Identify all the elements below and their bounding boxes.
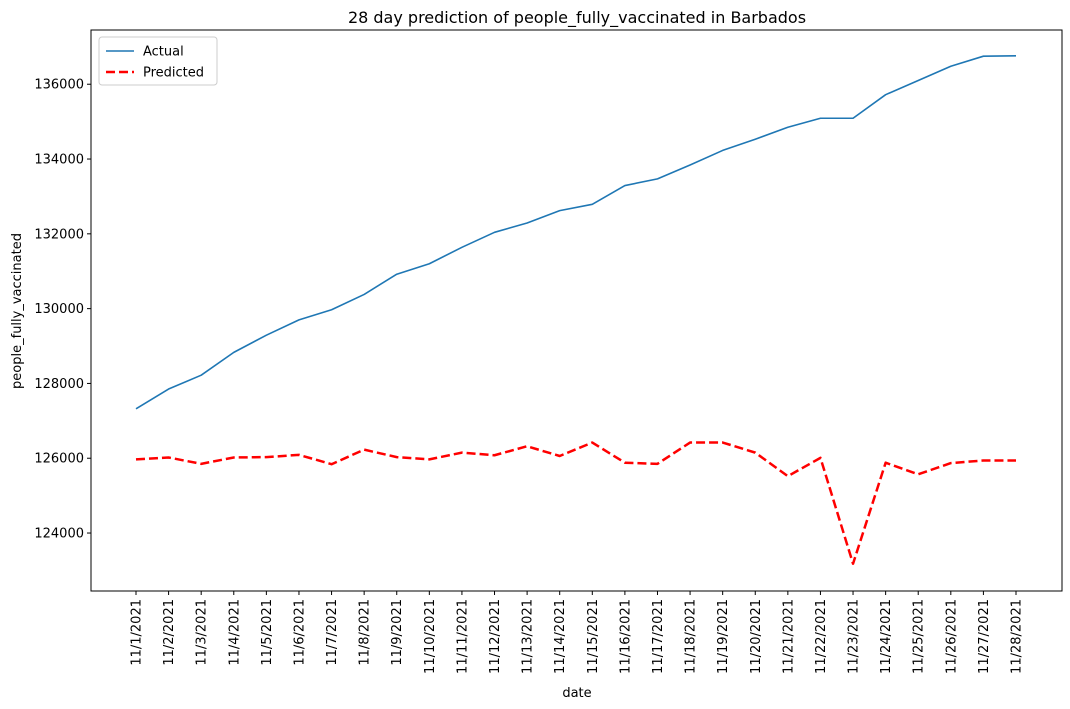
x-tick-label: 11/18/2021 [684, 599, 699, 674]
x-tick-label: 11/23/2021 [847, 599, 862, 674]
x-tick-label: 11/14/2021 [553, 599, 568, 674]
x-tick-label: 11/12/2021 [488, 599, 503, 674]
x-tick-label: 11/6/2021 [292, 599, 307, 666]
series-line-actual [135, 55, 1017, 410]
x-tick-label: 11/27/2021 [977, 599, 992, 674]
y-axis-title: people_fully_vaccinated [10, 233, 25, 389]
y-tick-label: 132000 [34, 227, 84, 242]
series-layer [135, 55, 1017, 565]
x-tick-label: 11/16/2021 [618, 599, 633, 674]
x-tick-label: 11/7/2021 [325, 599, 340, 666]
legend-label-predicted: Predicted [143, 66, 204, 81]
y-tick-label: 128000 [34, 377, 84, 392]
x-tick-label: 11/10/2021 [423, 599, 438, 674]
x-tick-label: 11/20/2021 [749, 599, 764, 674]
x-tick-label: 11/26/2021 [944, 599, 959, 674]
x-tick-label: 11/17/2021 [651, 599, 666, 674]
legend-label-actual: Actual [143, 45, 184, 60]
x-tick-label: 11/8/2021 [358, 599, 373, 666]
x-tick-label: 11/24/2021 [879, 599, 894, 674]
x-tick-label: 11/3/2021 [195, 599, 210, 666]
y-tick-label: 134000 [34, 153, 84, 168]
x-tick-label: 11/28/2021 [1010, 599, 1025, 674]
x-tick-label: 11/9/2021 [390, 599, 405, 666]
x-axis-title: date [562, 686, 591, 701]
y-tick-label: 130000 [34, 302, 84, 317]
x-tick-label: 11/21/2021 [781, 599, 796, 674]
x-tick-label: 11/5/2021 [260, 599, 275, 666]
series-line-predicted [135, 441, 1016, 565]
x-tick-label: 11/2/2021 [162, 599, 177, 666]
x-tick-label: 11/22/2021 [814, 599, 829, 674]
x-tick-label: 11/11/2021 [455, 599, 470, 674]
legend: Actual Predicted [98, 36, 218, 86]
x-tick-label: 11/4/2021 [227, 599, 242, 666]
plot-area [90, 29, 1063, 592]
y-tick-label: 136000 [34, 78, 84, 93]
chart-title: 28 day prediction of people_fully_vaccin… [348, 8, 806, 28]
x-tick-label: 11/25/2021 [912, 599, 927, 674]
x-tick-label: 11/1/2021 [130, 599, 145, 666]
x-axis: 11/1/2021 11/2/2021 11/3/2021 11/4/2021 11/5… [130, 591, 1025, 674]
y-tick-label: 126000 [34, 452, 84, 467]
x-tick-label: 11/13/2021 [521, 599, 536, 674]
x-tick-label: 11/19/2021 [716, 599, 731, 674]
legend-box [98, 36, 218, 86]
y-tick-label: 124000 [34, 527, 84, 542]
y-axis: 124000 126000 128000 130000 132000 134000 1360… [34, 78, 91, 542]
x-tick-label: 11/15/2021 [586, 599, 601, 674]
